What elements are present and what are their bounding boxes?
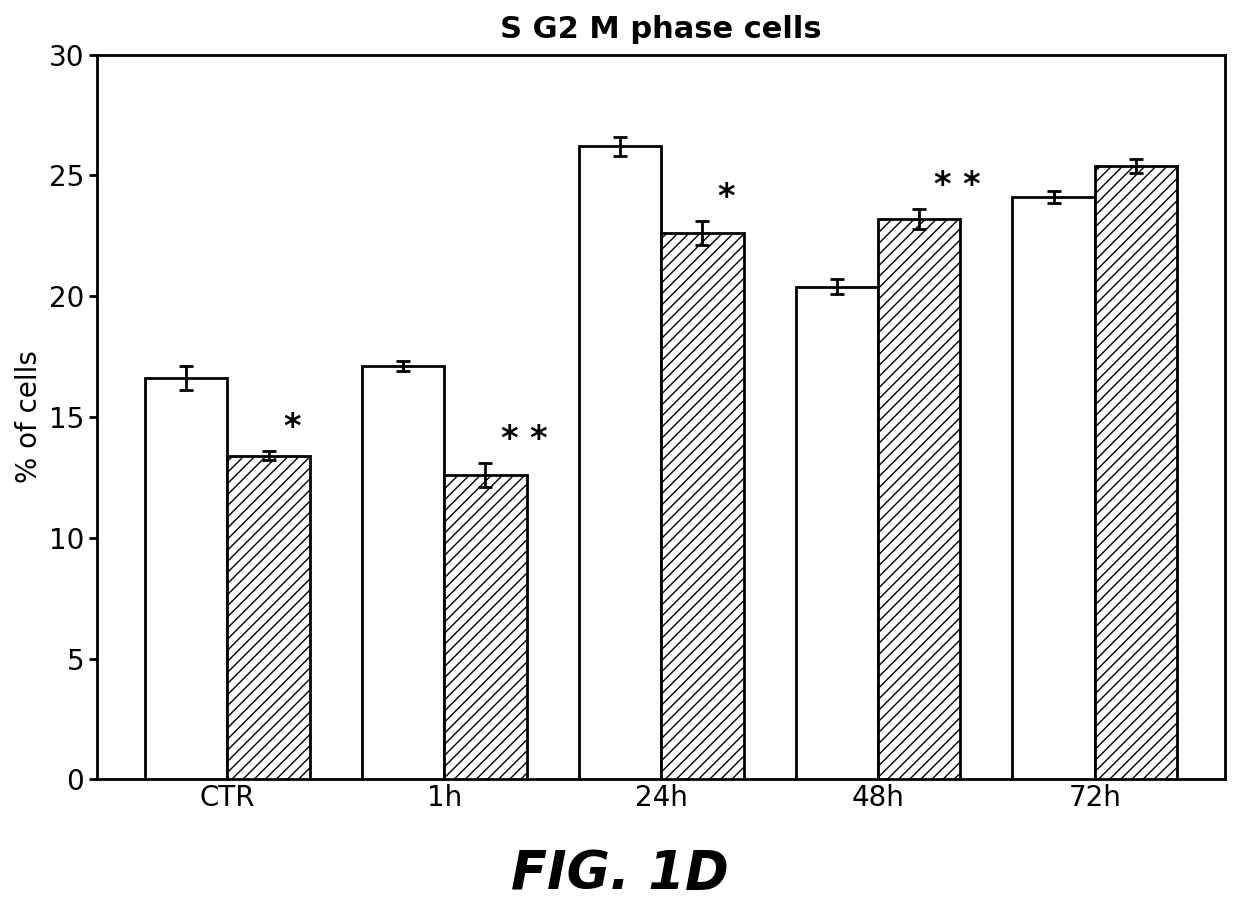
Bar [579, 146, 661, 779]
Text: FIG. 1D: FIG. 1D [511, 848, 729, 900]
Text: * *: * * [501, 423, 547, 455]
Bar [661, 234, 744, 779]
Text: *: * [718, 181, 735, 215]
Bar [878, 219, 961, 779]
Title: S G2 M phase cells: S G2 M phase cells [500, 15, 822, 44]
Bar [796, 286, 878, 779]
Bar [1095, 165, 1177, 779]
Bar [1013, 197, 1095, 779]
Bar [145, 378, 227, 779]
Text: * *: * * [935, 169, 981, 202]
Text: *: * [284, 411, 301, 444]
Y-axis label: % of cells: % of cells [15, 351, 43, 484]
Bar [227, 455, 310, 779]
Bar [362, 366, 444, 779]
Bar [444, 475, 527, 779]
